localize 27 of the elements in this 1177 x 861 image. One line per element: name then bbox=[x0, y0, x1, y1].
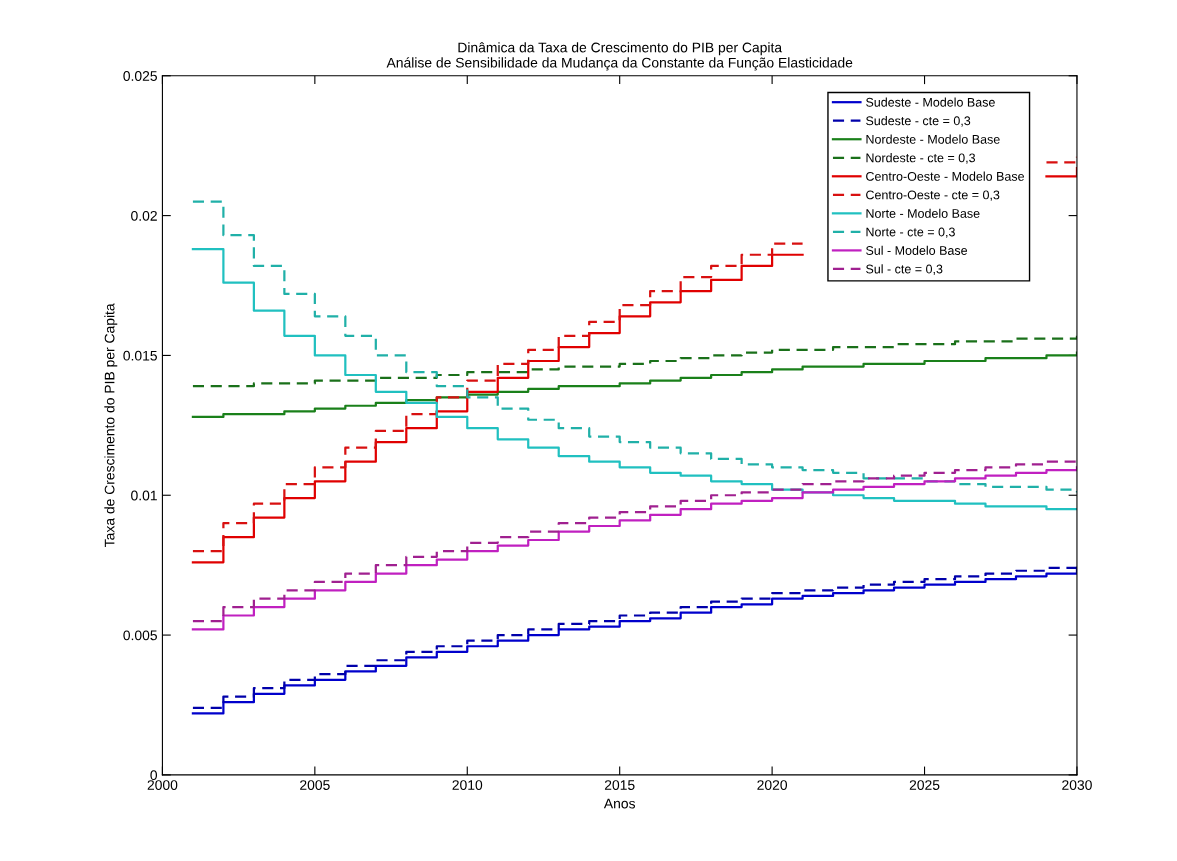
y-axis-title: Taxa de Crescimento do PIB per Capita bbox=[104, 303, 118, 547]
legend-label: Centro-Oeste - Modelo Base bbox=[866, 171, 1025, 181]
legend-label: Nordeste - Modelo Base bbox=[866, 134, 1000, 144]
chart-title: Dinâmica da Taxa de Crescimento do PIB per Capita bbox=[458, 42, 783, 56]
y-tick-label: 0.02 bbox=[131, 210, 157, 221]
x-tick-label: 2000 bbox=[147, 780, 178, 790]
y-tick-label: 0.005 bbox=[123, 630, 157, 641]
x-tick-label: 2010 bbox=[452, 780, 483, 790]
y-tick-label: 0.025 bbox=[123, 71, 157, 81]
y-tick-label: 0.01 bbox=[131, 490, 157, 501]
legend-label: Sul - cte = 0,3 bbox=[866, 264, 943, 275]
legend-label: Centro-Oeste - cte = 0,3 bbox=[866, 190, 1000, 201]
x-tick-label: 2030 bbox=[1062, 780, 1092, 790]
x-tick-label: 2025 bbox=[909, 780, 940, 790]
legend-label: Norte - Modelo Base bbox=[866, 208, 980, 218]
legend-label: Nordeste - cte = 0,3 bbox=[866, 153, 976, 164]
chart-subtitle: Análise de Sensibilidade da Mudança da Constante da Função Elasticidade bbox=[386, 57, 853, 71]
y-tick-label: 0.015 bbox=[123, 350, 157, 361]
y-tick-label: 0 bbox=[150, 770, 158, 781]
x-tick-label: 2020 bbox=[757, 780, 788, 790]
legend-label: Sudeste - cte = 0,3 bbox=[866, 116, 971, 127]
legend-label: Norte - cte = 0,3 bbox=[866, 227, 955, 238]
legend-label: Sudeste - Modelo Base bbox=[866, 97, 995, 107]
x-tick-label: 2015 bbox=[604, 780, 635, 790]
x-tick-label: 2005 bbox=[300, 780, 330, 790]
legend-label: Sul - Modelo Base bbox=[866, 245, 968, 255]
x-axis-title: Anos bbox=[603, 798, 636, 809]
